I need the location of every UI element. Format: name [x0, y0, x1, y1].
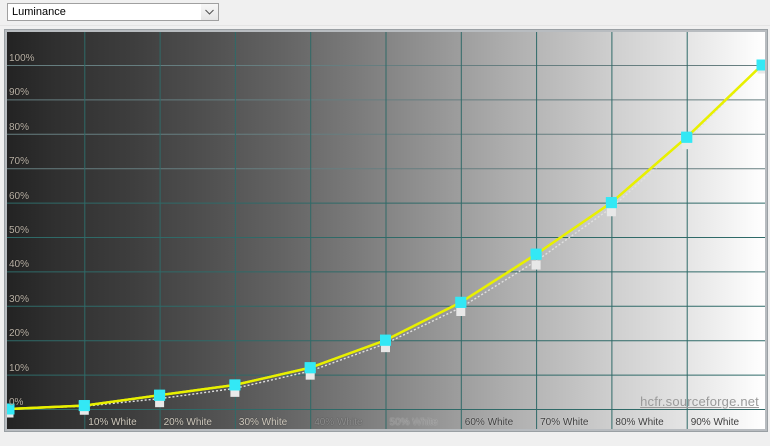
series-marker — [456, 307, 466, 317]
y-axis-tick-label: 70% — [9, 156, 30, 168]
series-marker — [304, 362, 316, 374]
toolbar: Luminance — [0, 0, 770, 26]
y-axis-tick-label: 0% — [9, 397, 24, 408]
y-axis-tick-label: 60% — [9, 190, 30, 202]
series-marker — [305, 370, 315, 380]
series-marker — [381, 343, 390, 353]
y-axis-tick-label: 90% — [9, 87, 30, 99]
y-axis-tick-label: 10% — [9, 362, 30, 374]
chart-type-select[interactable]: Luminance — [7, 3, 219, 21]
series-marker — [605, 197, 617, 209]
chart-grid — [7, 32, 765, 429]
series-marker — [455, 296, 467, 308]
series-marker — [681, 131, 693, 143]
series-marker — [606, 207, 616, 217]
series-marker — [7, 403, 15, 415]
series-marker — [531, 260, 541, 270]
luminance-chart[interactable]: 100% 90% 80% 70% 60% 50% 40% 30% 20% 10% 0% hcfr.s… — [7, 32, 765, 429]
y-axis-tick-label: 50% — [9, 225, 30, 236]
y-axis-tick-label: 80% — [9, 121, 30, 133]
series-line — [8, 64, 763, 410]
chevron-down-icon[interactable] — [201, 4, 218, 20]
y-axis-tick-label: 100% — [9, 53, 35, 64]
y-axis-tick-label: 30% — [9, 293, 30, 305]
series-line — [8, 64, 763, 411]
footer-strip — [0, 432, 770, 446]
series-marker — [380, 334, 391, 346]
series-marker — [530, 248, 542, 260]
series-marker — [682, 140, 692, 150]
series-marker — [154, 389, 166, 401]
chart-series-layer — [7, 59, 765, 418]
y-axis-tick-label: 20% — [9, 328, 30, 340]
series-marker — [230, 387, 240, 397]
watermark: hcfr.sourceforge.net — [640, 394, 759, 409]
series-marker — [78, 400, 90, 412]
chart-type-select-value: Luminance — [12, 6, 66, 18]
y-axis-tick-label: 40% — [9, 259, 30, 271]
series-marker — [155, 398, 165, 408]
series-marker — [756, 59, 765, 71]
series-marker — [229, 379, 241, 391]
